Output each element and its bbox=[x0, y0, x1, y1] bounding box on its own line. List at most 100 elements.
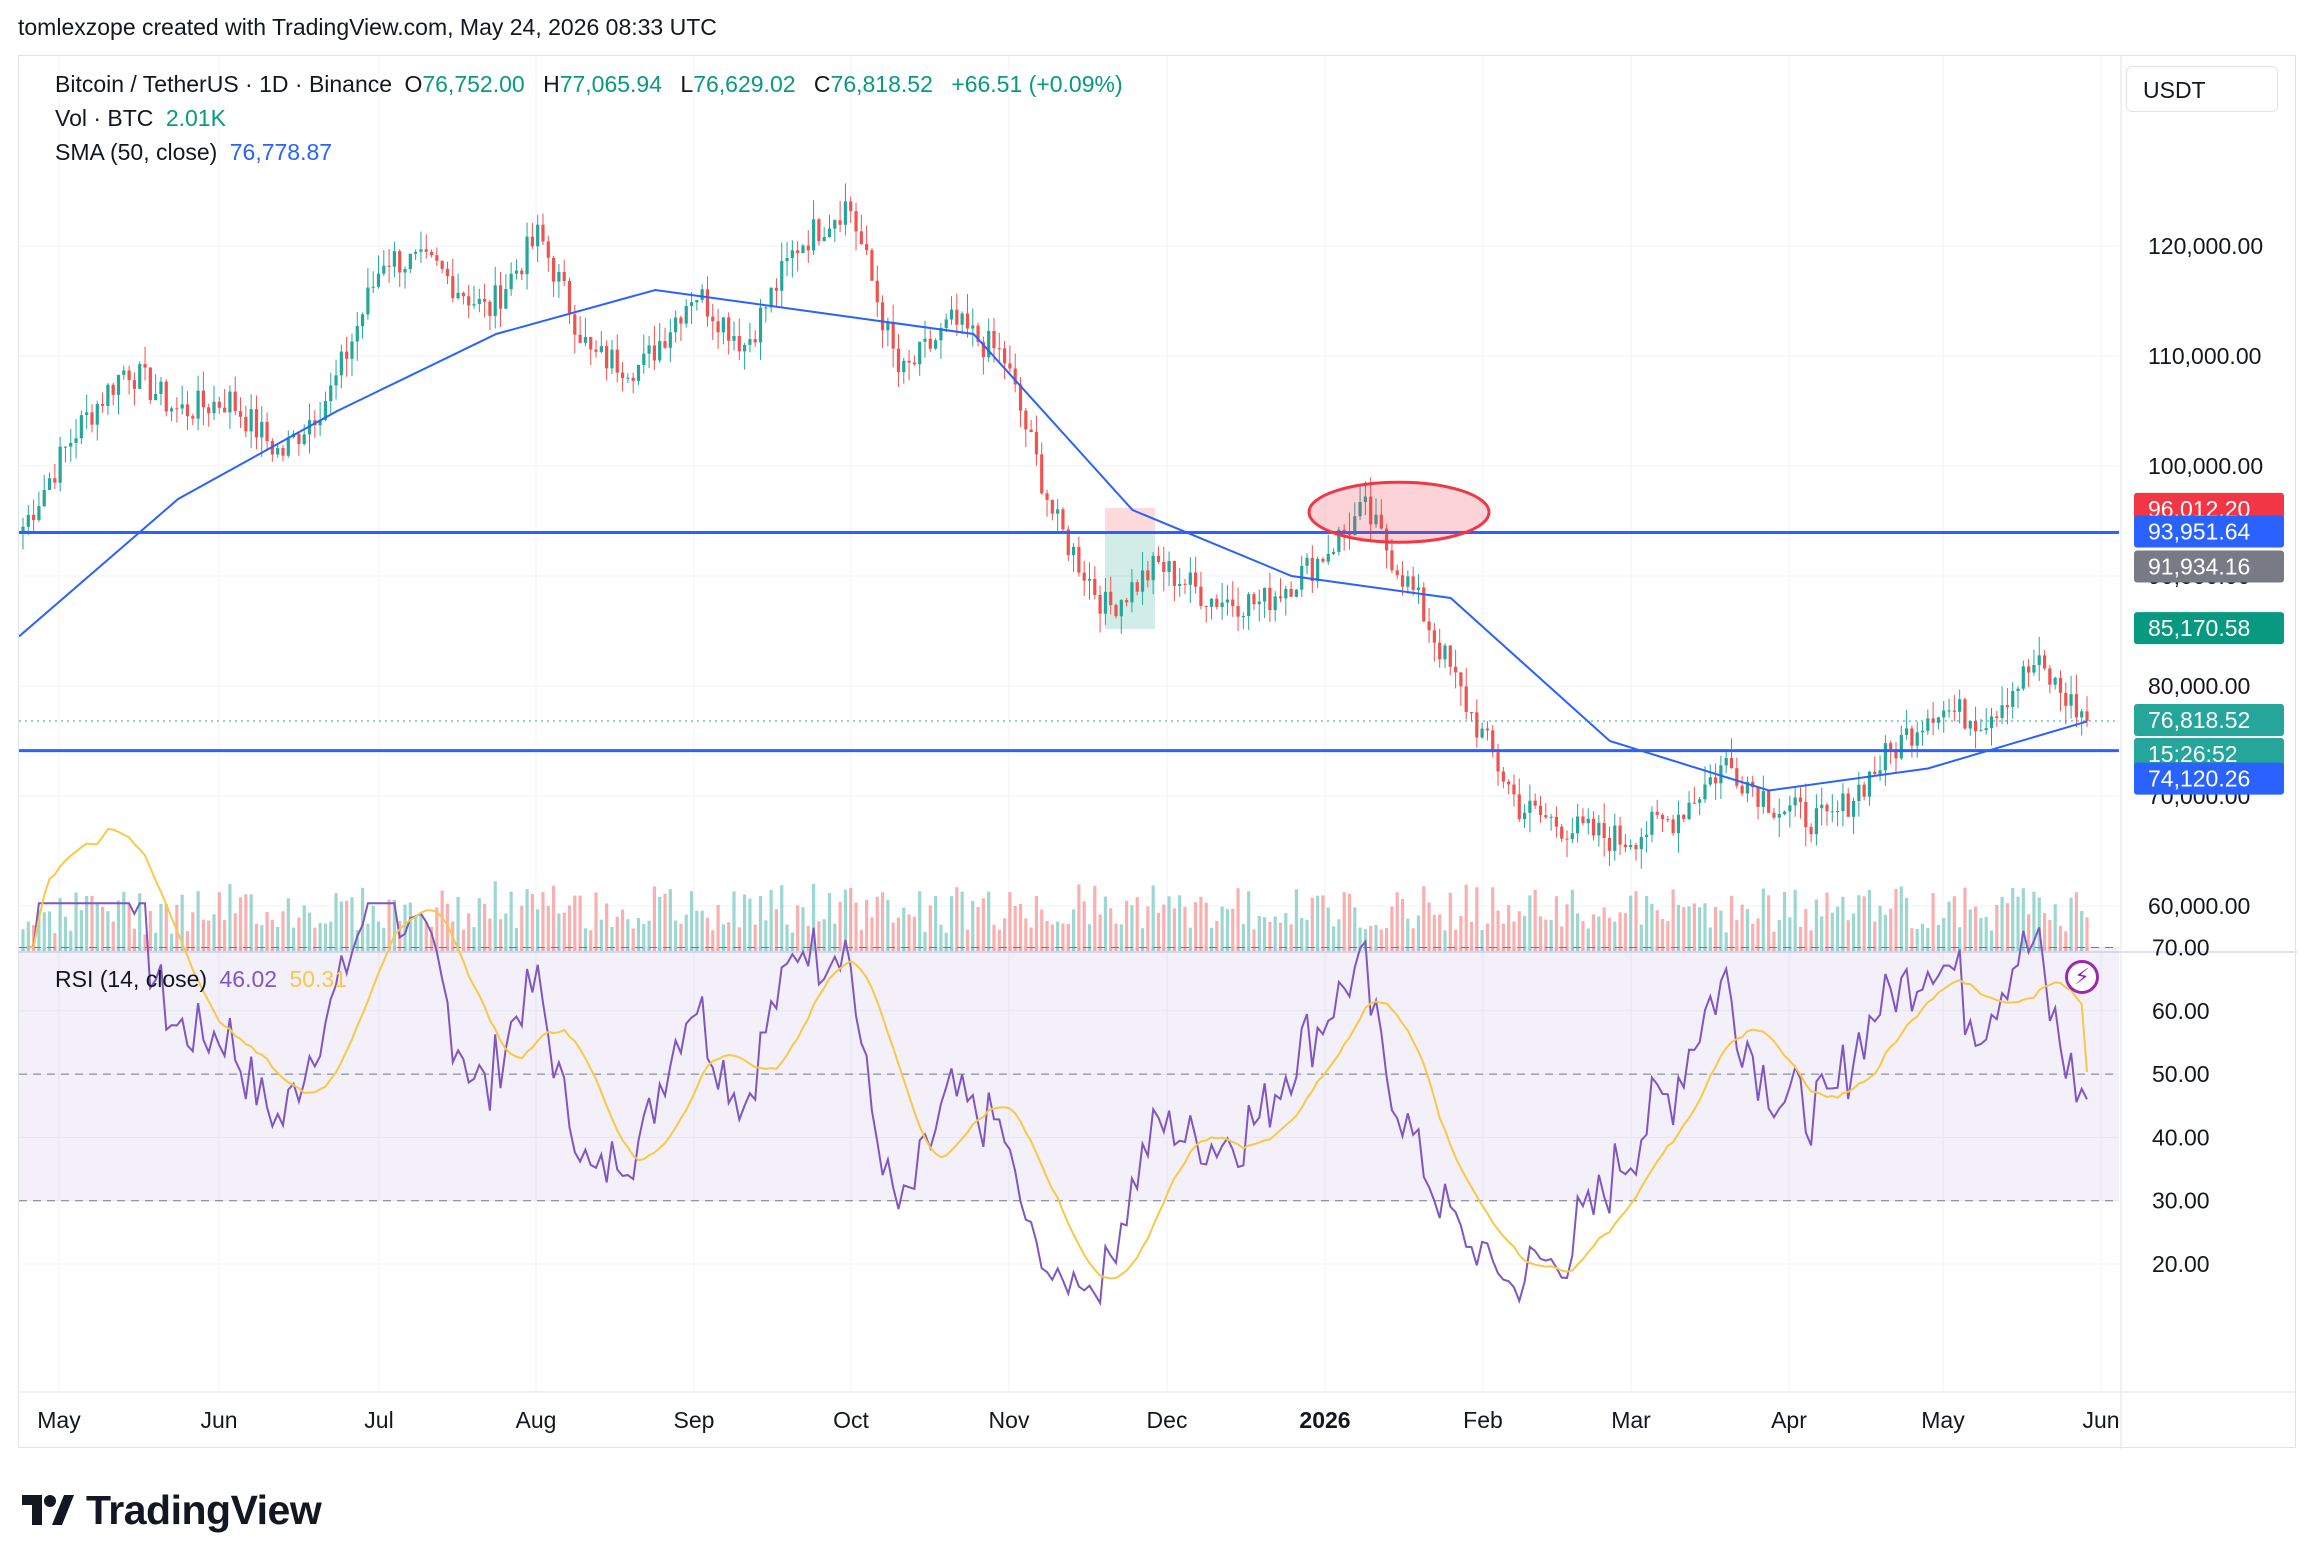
candle-body bbox=[1915, 732, 1919, 746]
candle-body bbox=[2037, 655, 2041, 666]
candle-body bbox=[1326, 553, 1330, 562]
volume-bar bbox=[1316, 895, 1320, 951]
volume-bar bbox=[764, 920, 768, 951]
candle-body bbox=[1565, 838, 1569, 840]
volume-bar bbox=[79, 910, 83, 951]
volume-bar bbox=[806, 925, 810, 951]
price-tag bbox=[2134, 515, 2284, 548]
volume-bar bbox=[721, 924, 725, 951]
candle-body bbox=[1756, 787, 1760, 807]
time-axis-label: Mar bbox=[1611, 1407, 1651, 1433]
candle-body bbox=[1220, 602, 1224, 607]
volume-bar bbox=[1989, 930, 1994, 951]
time-axis-label: Apr bbox=[1771, 1407, 1807, 1433]
volume-bar bbox=[408, 902, 412, 951]
volume-bar bbox=[1713, 906, 1718, 951]
candle-body bbox=[1894, 749, 1898, 759]
candle-body bbox=[1846, 793, 1850, 817]
candle-body bbox=[817, 219, 821, 242]
volume-bar bbox=[1804, 909, 1808, 951]
price-tag bbox=[2134, 737, 2284, 770]
candle-body bbox=[1066, 529, 1070, 556]
candle-body bbox=[870, 250, 874, 281]
candle-body bbox=[53, 478, 57, 483]
candle-body bbox=[594, 349, 598, 352]
volume-bar bbox=[355, 930, 359, 951]
candle-body bbox=[445, 268, 450, 277]
candle-body bbox=[32, 514, 36, 520]
candle-body bbox=[1082, 572, 1086, 581]
volume-bar bbox=[642, 923, 646, 951]
volume-bar bbox=[578, 895, 582, 951]
volume-bar bbox=[1671, 889, 1675, 951]
chart-frame[interactable]: 120,000.00110,000.00100,000.0090,000.008… bbox=[18, 55, 2297, 1449]
volume-bar bbox=[238, 897, 243, 951]
candle-body bbox=[1077, 546, 1081, 573]
candle-body bbox=[822, 237, 826, 242]
candle-body bbox=[350, 341, 354, 359]
candle-body bbox=[796, 250, 800, 254]
candle-body bbox=[164, 381, 168, 412]
volume-bar bbox=[992, 924, 996, 951]
candle-body bbox=[456, 292, 460, 299]
legend-vol-label: Vol · BTC bbox=[55, 105, 154, 131]
volume-bar bbox=[1995, 904, 1999, 951]
candle-body bbox=[1231, 599, 1235, 607]
volume-bar bbox=[981, 898, 985, 951]
currency-selector[interactable]: USDT bbox=[2126, 66, 2278, 112]
candle-body bbox=[1469, 711, 1474, 713]
candle-body bbox=[923, 338, 927, 342]
volume-bar bbox=[1114, 923, 1118, 951]
volume-bar bbox=[1448, 892, 1452, 951]
volume-bar bbox=[1050, 924, 1054, 951]
candle-body bbox=[1464, 686, 1468, 712]
volume-bar bbox=[546, 905, 550, 951]
volume-bar bbox=[1729, 895, 1734, 951]
candle-body bbox=[1814, 808, 1818, 835]
volume-bar bbox=[1894, 888, 1898, 951]
volume-bar bbox=[2027, 914, 2031, 951]
volume-bar bbox=[143, 934, 147, 951]
chart-canvas[interactable]: 120,000.00110,000.00100,000.0090,000.008… bbox=[19, 56, 2297, 1449]
volume-bar bbox=[307, 912, 312, 951]
candle-body bbox=[1045, 493, 1049, 500]
volume-bar bbox=[382, 927, 386, 951]
volume-bar bbox=[1071, 909, 1076, 951]
candle-body bbox=[1156, 555, 1161, 562]
volume-bar bbox=[1581, 921, 1585, 951]
price-tag-text: 74,120.26 bbox=[2148, 766, 2250, 792]
lightning-icon[interactable]: ⚡ bbox=[2065, 960, 2099, 994]
volume-bar bbox=[1045, 921, 1049, 951]
candle-body bbox=[138, 364, 142, 389]
time-axis-label: Feb bbox=[1463, 1407, 1503, 1433]
volume-bar bbox=[1857, 895, 1861, 951]
candle-body bbox=[642, 353, 646, 365]
rsi-ma-line bbox=[28, 827, 2088, 1280]
volume-bar bbox=[1719, 910, 1723, 951]
volume-bar bbox=[1634, 891, 1638, 951]
candle-body bbox=[1422, 587, 1426, 622]
volume-bar bbox=[1183, 906, 1187, 951]
price-tag bbox=[2134, 703, 2284, 736]
candle-body bbox=[843, 201, 848, 225]
candle-body bbox=[1369, 496, 1373, 525]
volume-bar bbox=[1358, 927, 1362, 951]
volume-bar bbox=[387, 899, 391, 951]
legend-sma: SMA (50, close) 76,778.87 bbox=[55, 139, 338, 166]
candle-body bbox=[90, 412, 94, 425]
candle-body bbox=[1183, 583, 1187, 585]
candle-body bbox=[1491, 730, 1495, 753]
candle-body bbox=[1496, 752, 1500, 772]
candle-body bbox=[1719, 765, 1723, 784]
volume-bar bbox=[440, 890, 444, 951]
candle-body bbox=[1873, 771, 1877, 775]
candle-body bbox=[1936, 717, 1941, 723]
candle-body bbox=[504, 289, 508, 309]
volume-bar bbox=[1416, 915, 1421, 951]
volume-bar bbox=[737, 927, 741, 951]
price-axis-label: 110,000.00 bbox=[2148, 343, 2261, 369]
volume-bar bbox=[1385, 927, 1389, 951]
candle-body bbox=[100, 404, 105, 406]
highlight-ellipse[interactable] bbox=[1307, 480, 1491, 544]
volume-bar bbox=[2048, 920, 2052, 951]
